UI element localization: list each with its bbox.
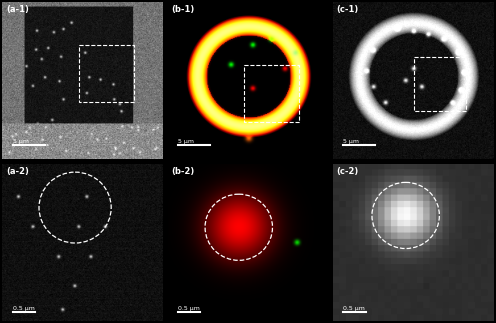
Text: (a-1): (a-1) [6,5,29,14]
Text: 0.5 μm: 0.5 μm [12,306,34,311]
Text: (c-2): (c-2) [337,167,359,176]
Text: (b-1): (b-1) [172,5,194,14]
Bar [245,65,299,122]
Text: (c-1): (c-1) [337,5,359,14]
Text: 0.5 μm: 0.5 μm [178,306,200,311]
Bar [79,45,133,102]
Text: 0.5 μm: 0.5 μm [343,306,365,311]
Text: (b-2): (b-2) [172,167,194,176]
Bar [414,57,466,111]
Text: 5 μm: 5 μm [178,139,194,144]
Text: 5 μm: 5 μm [343,139,359,144]
Text: 5 μm: 5 μm [12,139,28,144]
Text: (a-2): (a-2) [6,167,29,176]
